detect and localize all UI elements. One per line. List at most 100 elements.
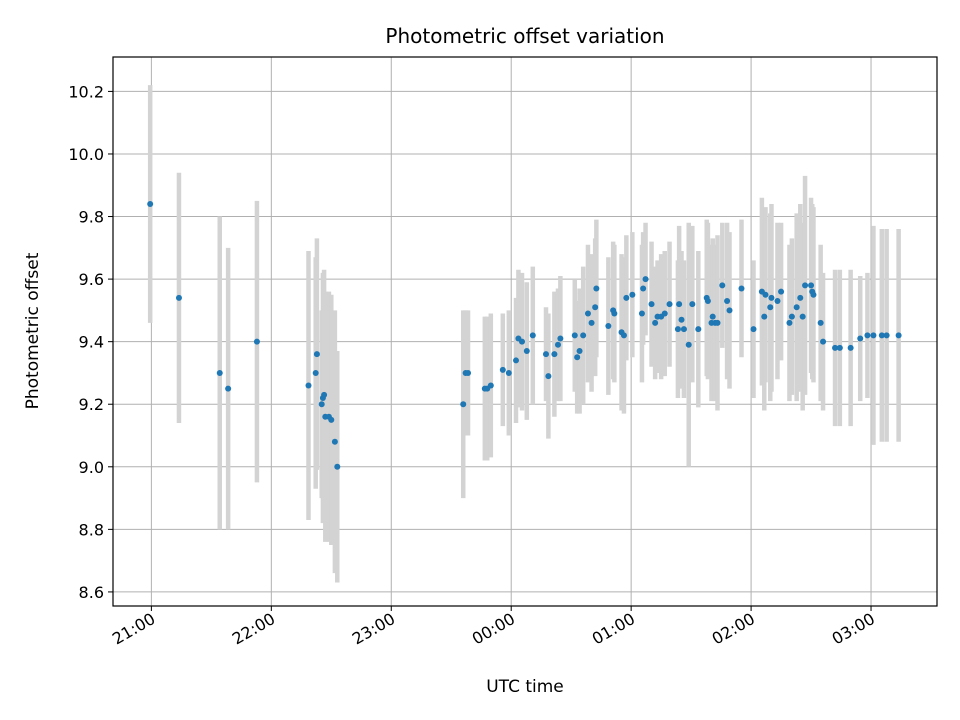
data-point [864,332,871,339]
data-point [620,332,627,339]
data-point [870,332,877,339]
data-point [334,463,341,470]
data-point [817,319,824,326]
data-point [216,369,223,376]
data-point [724,298,731,304]
data-point [661,310,668,317]
data-point [786,319,793,326]
data-point [750,326,757,333]
data-point [576,348,583,355]
data-point [878,332,885,339]
data-point [847,344,854,351]
data-point [714,319,721,326]
data-point [689,301,696,308]
data-point [331,438,338,445]
data-point [519,338,526,345]
y-tick-label: 10.2 [68,82,104,101]
data-point [810,291,817,298]
y-axis-label: Photometric offset [23,252,43,409]
data-point [318,401,325,408]
x-axis-label: UTC time [486,677,564,697]
data-point [719,282,726,289]
data-point [709,313,716,320]
data-point [820,338,827,345]
y-tick-label: 9.4 [79,333,104,352]
y-axis-ticks: 8.6 8.8 9.0 9.2 9.4 9.6 9.8 10.0 10.2 [68,82,113,602]
data-point [312,369,319,376]
data-point [678,316,685,323]
data-point [676,301,683,308]
data-point [305,382,312,389]
data-point [313,351,320,358]
data-point [762,291,769,298]
data-point [629,291,636,298]
data-point [225,385,232,392]
data-point [802,282,809,289]
data-point [808,282,815,289]
data-point [605,323,612,330]
data-point [799,313,806,320]
data-point [674,326,681,333]
chart-title: Photometric offset variation [385,24,664,48]
y-tick-label: 9.0 [79,458,104,477]
data-point [767,304,774,311]
data-point [523,348,530,355]
data-point [726,307,733,314]
data-point [147,201,154,208]
data-point [648,301,655,308]
data-point [788,313,795,320]
data-point [895,332,902,339]
data-point [588,319,595,326]
data-point [704,298,711,304]
data-point [571,332,578,339]
data-point [551,351,558,358]
data-point [857,335,864,342]
data-point [592,304,599,311]
data-point [321,391,328,398]
data-point [611,310,618,317]
data-point [545,373,552,380]
data-point [574,354,581,361]
data-point [542,351,549,358]
data-point [487,382,494,389]
data-point [529,332,536,339]
data-point [580,332,587,339]
data-point [557,335,564,342]
y-tick-label: 9.2 [79,395,104,414]
data-point [253,338,260,345]
data-point [666,301,673,308]
data-point [778,288,785,295]
data-point [465,369,472,376]
data-point [640,285,647,292]
data-point [774,298,781,304]
y-tick-label: 10.0 [68,145,104,164]
data-points [147,201,902,470]
data-point [328,416,335,423]
data-point [685,341,692,348]
data-point [738,285,745,292]
data-point [832,344,839,351]
data-point [460,401,467,408]
data-point [175,294,182,301]
data-point [680,326,687,333]
data-point [513,357,520,364]
data-point [695,326,702,333]
data-point [652,319,659,326]
y-tick-label: 9.8 [79,208,104,227]
y-tick-label: 9.6 [79,270,104,289]
y-tick-label: 8.8 [79,520,104,539]
data-point [797,294,804,301]
data-point [793,304,800,311]
data-point [883,332,890,339]
data-point [499,366,506,373]
data-point [638,310,645,317]
data-point [642,276,649,283]
data-point [554,341,561,348]
data-point [593,285,600,292]
data-point [761,313,768,320]
data-point [505,369,512,376]
data-point [584,310,591,317]
data-point [768,294,775,301]
y-tick-label: 8.6 [79,583,104,602]
